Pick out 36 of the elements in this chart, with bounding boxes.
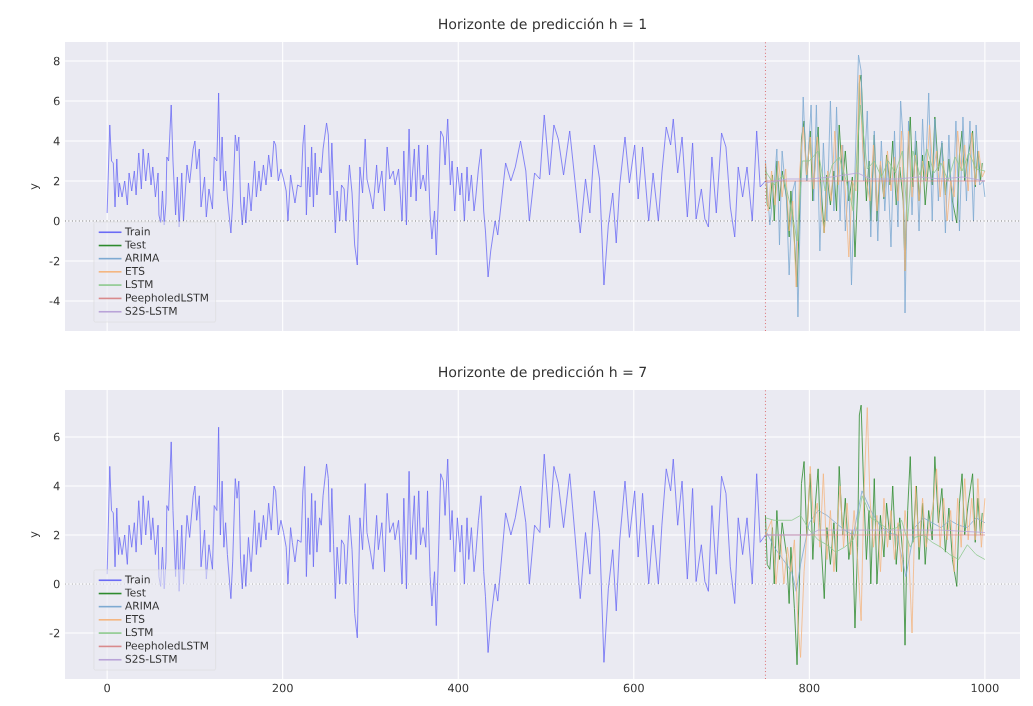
y-axis-title: y <box>31 183 40 190</box>
legend-label: ARIMA <box>125 601 160 610</box>
x-tick-label: 1000 <box>971 683 999 693</box>
y-axis-title: y <box>31 531 40 538</box>
y-tick-label: 4 <box>53 136 60 146</box>
chart-title: Horizonte de predicción h = 1 <box>439 17 646 32</box>
y-tick-label: -4 <box>49 296 60 306</box>
legend-label: Test <box>124 240 146 249</box>
x-tick-label: 0 <box>104 683 110 693</box>
y-tick-label: 4 <box>53 481 60 491</box>
x-tick-label: 200 <box>272 683 293 693</box>
legend-label: ETS <box>126 614 145 623</box>
legend-label: S2S-LSTM <box>125 654 177 663</box>
legend-label: ETS <box>126 266 145 275</box>
y-tick-label: 0 <box>53 216 60 226</box>
x-tick-label: 400 <box>447 683 469 693</box>
y-tick-label: 6 <box>53 96 60 106</box>
legend-label: S2S-LSTM <box>125 306 177 315</box>
x-tick-label: 600 <box>623 683 644 693</box>
chart-title: Horizonte de predicción h = 7 <box>439 365 646 380</box>
y-tick-label: 0 <box>53 579 60 589</box>
y-tick-label: 2 <box>53 176 60 186</box>
y-tick-label: -2 <box>49 256 60 266</box>
y-tick-label: 6 <box>53 432 60 442</box>
x-tick-label: 800 <box>799 683 820 693</box>
legend-label: Train <box>124 575 150 584</box>
legend-label: PeepholedLSTM <box>126 641 208 652</box>
legend-label: ARIMA <box>125 253 160 262</box>
legend-label: PeepholedLSTM <box>126 293 208 304</box>
legend-label: Test <box>124 588 146 597</box>
y-tick-label: 8 <box>53 56 60 66</box>
y-tick-label: -2 <box>49 628 60 638</box>
legend-label: Train <box>124 227 150 236</box>
y-tick-label: 2 <box>53 530 60 540</box>
legend-label: LSTM <box>126 628 153 637</box>
legend-label: LSTM <box>126 280 153 289</box>
